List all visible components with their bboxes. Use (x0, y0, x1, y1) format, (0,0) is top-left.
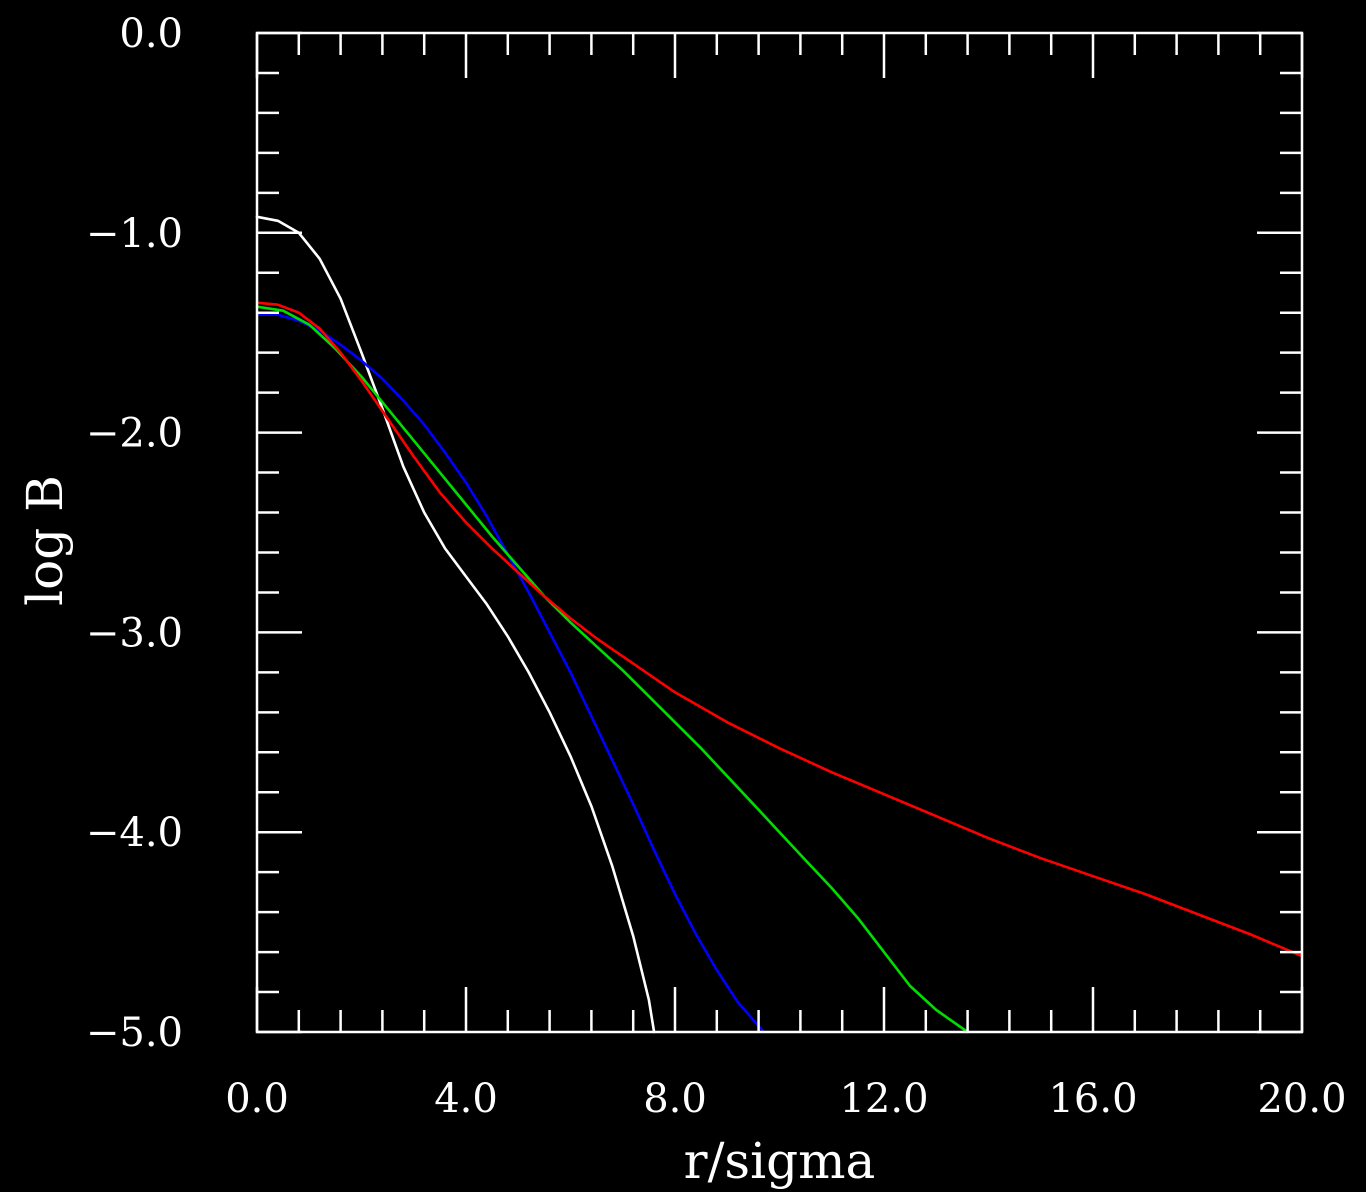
y-tick-label: −3.0 (86, 610, 183, 656)
x-tick-label: 4.0 (434, 1076, 498, 1122)
y-axis-title: log B (16, 475, 74, 606)
y-tick-label: −2.0 (86, 411, 183, 457)
x-axis-title: r/sigma (684, 1132, 876, 1190)
x-tick-label: 0.0 (225, 1076, 289, 1122)
series-line-4 (255, 301, 1304, 958)
x-tick-label: 12.0 (839, 1076, 928, 1122)
y-tick-label: −1.0 (86, 211, 183, 257)
series-layer (255, 215, 1304, 1034)
ticks-layer (255, 31, 1304, 1034)
y-tick-label: −4.0 (86, 810, 183, 856)
series-line-1 (255, 215, 656, 1034)
x-tick-label: 16.0 (1048, 1076, 1137, 1122)
tick-labels-layer: 0.0 4.0 8.0 12.0 16.0 20.0 0.0 −1.0 −2.0 −3.0 −4.0… (86, 11, 1347, 1122)
x-tick-label: 8.0 (643, 1076, 707, 1122)
plot-frame (255, 31, 1304, 1034)
series-line-3 (255, 305, 969, 1034)
y-tick-label: −5.0 (86, 1010, 183, 1056)
x-tick-label: 20.0 (1257, 1076, 1346, 1122)
y-tick-label: 0.0 (119, 11, 183, 57)
